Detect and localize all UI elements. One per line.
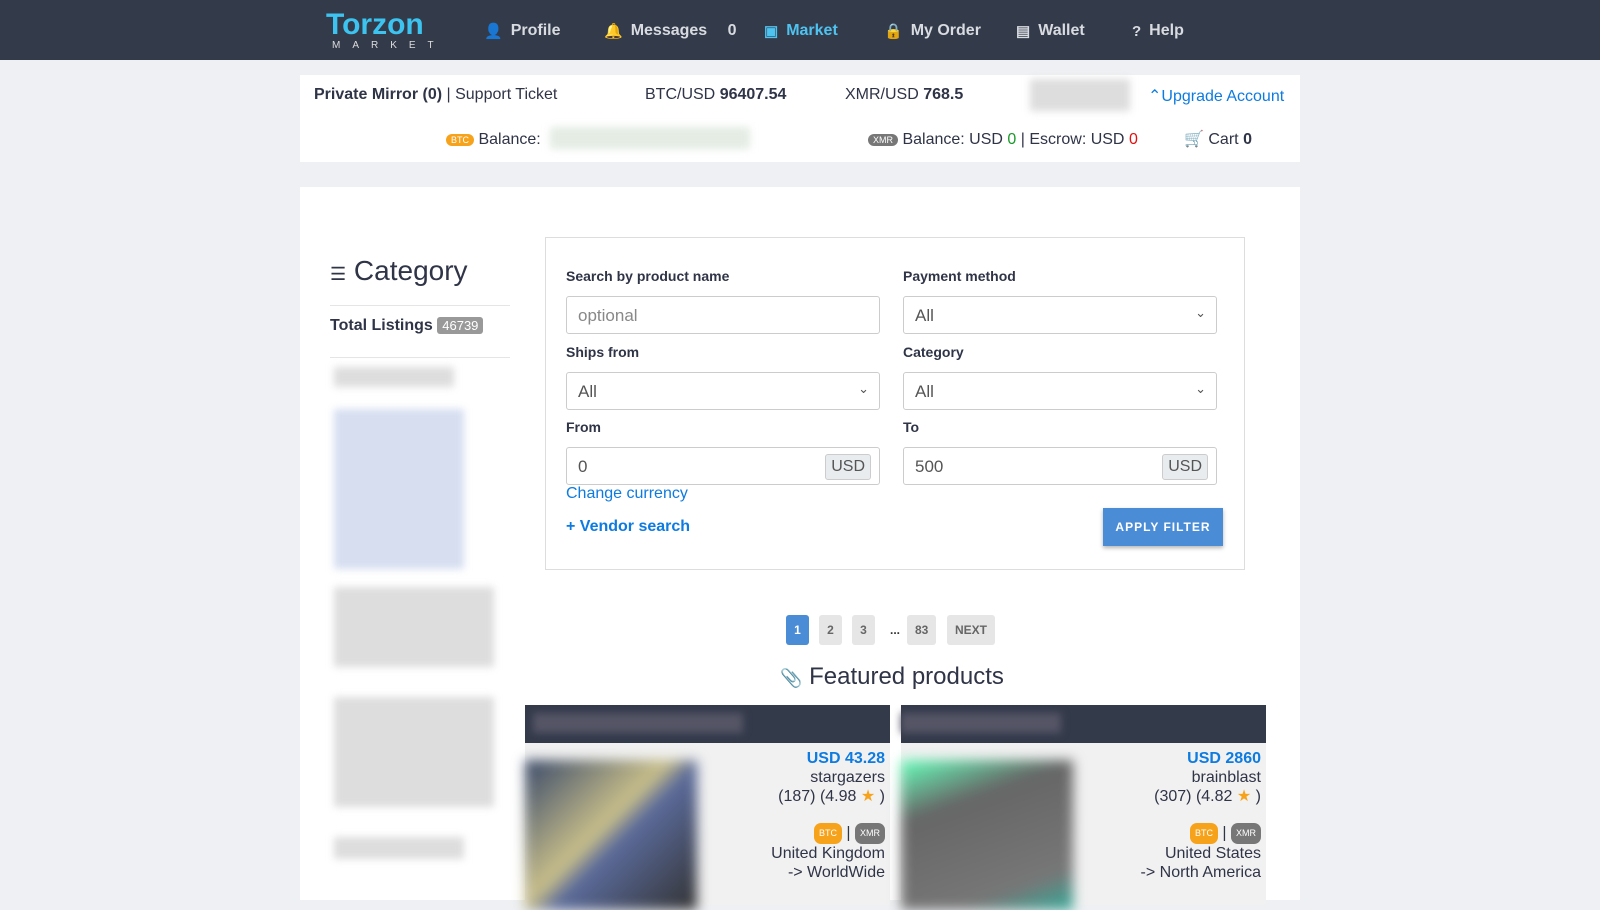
page-1[interactable]: 1 [786, 615, 809, 645]
market-main: ☰ Category Total Listings 46739 Search b… [300, 187, 1300, 910]
btc-balance: BTC Balance: [446, 131, 541, 149]
account-panel: Private Mirror (0) | Support Ticket BTC/… [300, 75, 1300, 162]
page-83[interactable]: 83 [907, 615, 937, 645]
list-icon: ☰ [330, 264, 347, 284]
featured-title: 📎 Featured products [780, 663, 1004, 690]
upgrade-account-link[interactable]: ⌃Upgrade Account [1148, 88, 1285, 105]
nav-wallet[interactable]: ▤ Wallet [1016, 22, 1085, 40]
top-nav: Torzon MARKET 👤 Profile 🔔 Messages 0 ▣ Marke… [0, 0, 1600, 60]
category-item[interactable] [334, 409, 464, 569]
category-item[interactable] [334, 697, 494, 807]
total-listings: Total Listings 46739 [330, 317, 484, 335]
category-title: ☰ Category [330, 255, 468, 286]
category-item[interactable] [334, 587, 494, 667]
star-icon: ★ [860, 788, 876, 805]
category-item[interactable] [334, 837, 464, 859]
product-image[interactable] [525, 760, 697, 910]
support-ticket-link[interactable]: Support Ticket [455, 86, 558, 103]
chevron-up-icon: ⌃ [1148, 88, 1162, 105]
nav-my-order[interactable]: 🔒 My Order [884, 22, 981, 40]
nav-messages[interactable]: 🔔 Messages 0 [604, 22, 737, 40]
price-to-input[interactable]: 500 USD [903, 447, 1217, 485]
user-icon: 👤 [484, 23, 503, 40]
cart-icon: 🛒 [1184, 131, 1204, 148]
product-title[interactable] [533, 713, 743, 733]
product-title[interactable] [901, 713, 1061, 733]
nav-market[interactable]: ▣ Market [764, 22, 838, 40]
bell-icon: 🔔 [604, 23, 623, 40]
ships-from-select[interactable]: All ⌄ [566, 372, 880, 410]
next-page[interactable]: NEXT [947, 615, 996, 645]
redacted-balance [550, 127, 750, 149]
chevron-down-icon: ⌄ [1195, 305, 1206, 320]
filter-form: Search by product name optional Payment … [545, 237, 1245, 570]
page-3[interactable]: 3 [852, 615, 875, 645]
payment-select[interactable]: All ⌄ [903, 296, 1217, 334]
xmr-balance: XMR Balance: USD 0 | Escrow: USD 0 [868, 131, 1138, 149]
logo[interactable]: Torzon MARKET [326, 8, 446, 52]
cart-link[interactable]: 🛒 Cart 0 [1184, 131, 1252, 148]
xmr-rate: XMR/USD 768.5 [845, 86, 964, 103]
vendor-search-link[interactable]: + Vendor search [566, 518, 691, 535]
page-2[interactable]: 2 [819, 615, 842, 645]
price-from-input[interactable]: 0 USD [566, 447, 880, 485]
private-mirror-link[interactable]: Private Mirror (0) [314, 86, 443, 103]
chevron-down-icon: ⌄ [858, 381, 869, 396]
change-currency-link[interactable]: Change currency [566, 485, 688, 502]
category-item[interactable] [334, 367, 454, 387]
search-input[interactable]: optional [566, 296, 880, 334]
vendor-link[interactable]: brainblast [1191, 769, 1261, 786]
vendor-link[interactable]: stargazers [810, 769, 885, 786]
category-select[interactable]: All ⌄ [903, 372, 1217, 410]
apply-filter-button[interactable]: APPLY FILTER [1103, 508, 1223, 546]
product-card[interactable]: USD 43.28 stargazers (187) (4.98 ★ ) BTC… [525, 705, 890, 910]
bag-icon: 🔒 [884, 23, 903, 40]
product-card[interactable]: USD 2860 brainblast (307) (4.82 ★ ) BTC … [901, 705, 1266, 910]
nav-help[interactable]: ? Help [1132, 22, 1184, 40]
chevron-down-icon: ⌄ [1195, 381, 1206, 396]
store-icon: ▣ [764, 23, 779, 40]
product-image[interactable] [901, 760, 1073, 910]
btc-rate: BTC/USD 96407.54 [645, 86, 787, 103]
nav-profile[interactable]: 👤 Profile [484, 22, 561, 40]
page-ellipsis: ... [890, 623, 901, 637]
star-icon: ★ [1236, 788, 1252, 805]
question-icon: ? [1132, 22, 1142, 40]
paperclip-icon: 📎 [780, 668, 803, 688]
wallet-icon: ▤ [1016, 23, 1031, 40]
redacted-username [1030, 79, 1130, 111]
